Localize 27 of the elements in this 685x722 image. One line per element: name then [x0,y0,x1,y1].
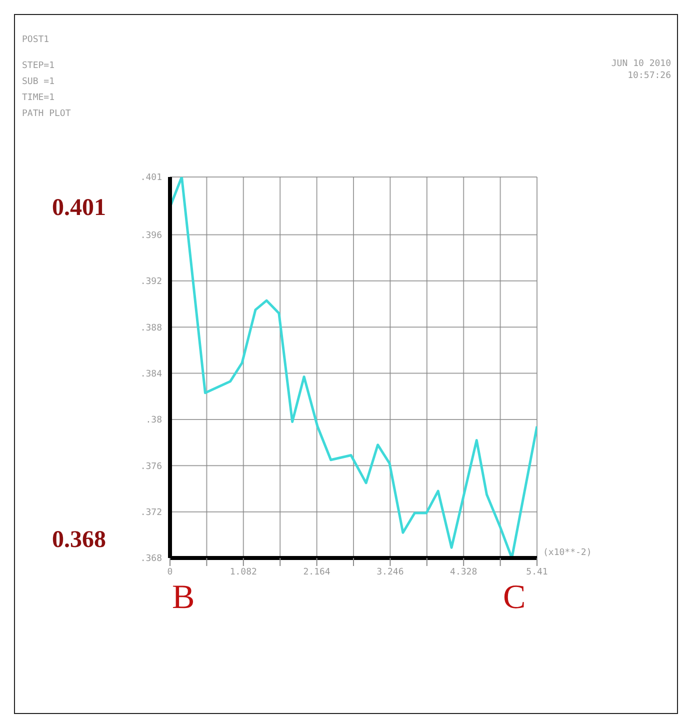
text: SUB =1 [22,76,56,89]
text: 0.401 [52,194,106,222]
y-tick-label: .38 [146,416,162,426]
y-tick-label: .392 [140,277,162,288]
text: 0.368 [52,526,106,554]
y-tick-label: .372 [140,508,162,518]
x-tick-label: 0 [167,567,173,578]
text: B [172,578,195,618]
y-tick-label: .388 [140,323,162,334]
x-tick-label: 1.082 [230,567,257,578]
text: STEP=1 [22,60,56,73]
text: C [503,578,526,618]
x-axis-title: (x10**-2) [543,548,592,558]
y-tick-label: .384 [140,369,162,380]
text: PATH PLOT [22,108,71,121]
x-tick-label: 5.41 [526,567,548,578]
x-tick-label: 3.246 [376,567,404,578]
y-tick-label: .376 [140,462,162,472]
y-tick-label: .401 [140,173,162,184]
x-tick-label: 4.328 [450,567,478,578]
text: TIME=1 [22,92,56,105]
text: POST1 [22,34,50,47]
x-tick-label: 2.164 [303,567,330,578]
text: JUN 10 2010 [611,58,671,70]
y-tick-label: .368 [140,554,162,564]
text: 10:57:26 [626,70,671,82]
y-tick-label: .396 [140,230,162,241]
